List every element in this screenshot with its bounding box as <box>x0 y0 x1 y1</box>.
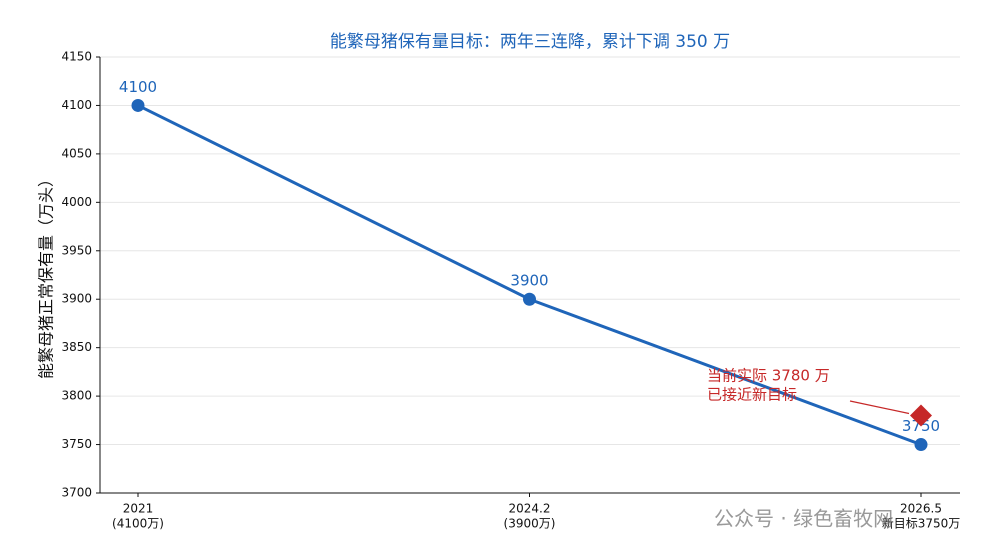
y-tick-label: 3800 <box>61 389 92 403</box>
y-tick-label: 4100 <box>61 98 92 112</box>
x-tick-label: 2026.5 <box>900 502 942 516</box>
x-tick-label: 2021 <box>123 502 154 516</box>
diamond-marker <box>910 404 932 427</box>
y-axis-label: 能繁母猪正常保有量（万头） <box>37 171 56 379</box>
x-tick-label: 2024.2 <box>509 502 551 516</box>
y-tick-label: 3850 <box>61 340 92 354</box>
y-tick-label: 3750 <box>61 437 92 451</box>
y-tick-label: 4150 <box>61 50 92 64</box>
point <box>131 98 145 112</box>
x-tick-label: (3900万) <box>504 517 556 531</box>
y-tick-label: 4000 <box>61 195 92 209</box>
data-label: 3900 <box>510 272 548 290</box>
y-tick-label: 3700 <box>61 486 92 500</box>
point <box>914 438 928 452</box>
annotation-arrow <box>849 400 910 415</box>
x-tick-label: (4100万) <box>112 517 164 531</box>
data-label: 4100 <box>119 78 157 96</box>
x-tick-label: 新目标3750万 <box>882 516 961 531</box>
y-tick-label: 3950 <box>61 243 92 257</box>
y-tick-label: 4050 <box>61 146 92 160</box>
y-tick-label: 3900 <box>61 292 92 306</box>
watermark: 公众号 · 绿色畜牧网 <box>714 507 893 531</box>
annotation: 已接近新目标 <box>707 386 797 404</box>
chart-title: 能繁母猪保有量目标：两年三连降，累计下调 350 万 <box>330 32 730 52</box>
annotation: 当前实际 3780 万 <box>707 367 830 385</box>
point <box>523 292 536 306</box>
